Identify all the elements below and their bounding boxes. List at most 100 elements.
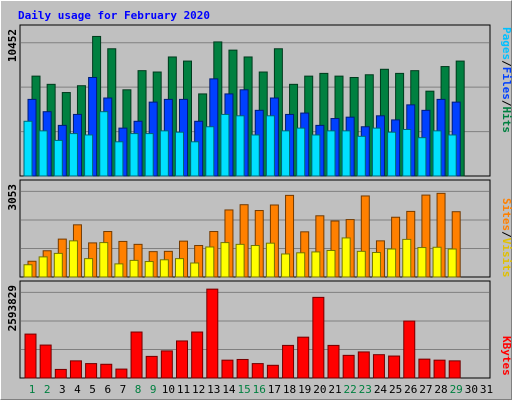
- bar-kbytes: [372, 354, 385, 379]
- bar-pages: [220, 113, 230, 177]
- x-tick-label: 6: [104, 383, 111, 396]
- x-tick-label: 16: [253, 383, 266, 396]
- bar-visits: [341, 237, 351, 278]
- bar-pages: [235, 115, 245, 177]
- bar-pages: [417, 137, 427, 177]
- x-tick-label: 1: [29, 383, 36, 396]
- bar-kbytes: [24, 333, 37, 379]
- bar-kbytes: [115, 368, 128, 379]
- bar-kbytes: [266, 364, 279, 379]
- bar-kbytes: [251, 363, 264, 379]
- x-tick-label: 31: [480, 383, 493, 396]
- bar-kbytes: [85, 363, 98, 379]
- x-tick-label: 28: [434, 383, 447, 396]
- bar-visits: [84, 258, 94, 278]
- bar-pages: [114, 141, 124, 177]
- x-tick-label: 12: [192, 383, 205, 396]
- bar-visits: [175, 258, 184, 278]
- bar-pages: [159, 130, 169, 177]
- bar-pages: [99, 111, 109, 177]
- bar-kbytes: [297, 336, 310, 379]
- x-tick-label: 4: [74, 383, 81, 396]
- bar-pages: [68, 133, 78, 177]
- bar-kbytes: [69, 360, 82, 379]
- bar-pages: [205, 126, 215, 177]
- bar-pages: [402, 128, 412, 177]
- bar-visits: [129, 259, 139, 278]
- bar-visits: [68, 240, 78, 278]
- bar-kbytes: [145, 355, 158, 379]
- bar-kbytes: [160, 350, 173, 379]
- bar-kbytes: [282, 344, 295, 379]
- bar-visits: [220, 242, 230, 278]
- bar-visits: [144, 261, 154, 278]
- x-tick-label: 22: [344, 383, 357, 396]
- bar-visits: [205, 246, 215, 278]
- bar-pages: [341, 130, 351, 177]
- x-tick-label: 18: [283, 383, 296, 396]
- bar-kbytes: [130, 331, 143, 379]
- bar-kbytes: [221, 359, 234, 379]
- bar-visits: [326, 249, 336, 278]
- bar-kbytes: [433, 359, 446, 379]
- x-tick-label: 24: [374, 383, 388, 396]
- bar-visits: [99, 242, 109, 278]
- bar-visits: [296, 252, 306, 278]
- x-tick-label: 25: [389, 383, 402, 396]
- bar-visits: [114, 263, 124, 278]
- y-max-label: 2593829: [6, 285, 19, 331]
- bar-visits: [417, 247, 427, 278]
- x-tick-label: 11: [177, 383, 190, 396]
- x-tick-label: 9: [150, 383, 157, 396]
- x-tick-label: 20: [313, 383, 326, 396]
- bar-pages: [144, 133, 154, 177]
- x-tick-label: 13: [207, 383, 220, 396]
- x-tick-label: 21: [328, 383, 341, 396]
- legend-kbytes: KBytes: [500, 336, 512, 376]
- bar-visits: [281, 253, 291, 278]
- x-tick-label: 27: [419, 383, 432, 396]
- bar-pages: [53, 139, 63, 177]
- bar-visits: [38, 256, 48, 278]
- bar-visits: [432, 246, 442, 278]
- bar-pages: [265, 115, 275, 177]
- x-tick-label: 8: [135, 383, 142, 396]
- x-tick-label: 2: [44, 383, 51, 396]
- x-tick-label: 3: [59, 383, 66, 396]
- bar-visits: [311, 251, 321, 278]
- bar-pages: [23, 120, 33, 177]
- bar-visits: [371, 252, 381, 278]
- bar-kbytes: [388, 355, 401, 379]
- bar-visits: [23, 264, 33, 278]
- bar-kbytes: [327, 344, 340, 379]
- x-tick-label: 29: [450, 383, 463, 396]
- bar-pages: [311, 134, 321, 177]
- x-tick-label: 5: [89, 383, 96, 396]
- x-tick-label: 7: [120, 383, 127, 396]
- x-tick-label: 23: [359, 383, 372, 396]
- bar-visits: [53, 252, 63, 278]
- bar-pages: [250, 134, 260, 177]
- legend-visits-sites: Sites/Visits: [500, 198, 512, 278]
- bar-visits: [387, 248, 397, 278]
- bar-pages: [432, 130, 442, 177]
- bar-visits: [402, 238, 412, 278]
- bar-pages: [387, 131, 397, 177]
- bar-kbytes: [39, 344, 52, 379]
- x-tick-label: 10: [162, 383, 175, 396]
- bar-kbytes: [448, 360, 461, 379]
- bar-pages: [296, 127, 306, 177]
- bar-pages: [175, 131, 184, 177]
- x-tick-label: 19: [298, 383, 311, 396]
- bar-pages: [129, 133, 139, 177]
- x-tick-label: 17: [268, 383, 281, 396]
- bar-kbytes: [206, 288, 219, 379]
- bar-kbytes: [54, 368, 67, 379]
- bar-kbytes: [176, 340, 188, 379]
- bar-visits: [356, 250, 366, 278]
- bar-pages: [38, 130, 48, 177]
- y-max-label: 3053: [6, 184, 19, 211]
- bar-kbytes: [100, 363, 113, 379]
- x-tick-label: 15: [237, 383, 250, 396]
